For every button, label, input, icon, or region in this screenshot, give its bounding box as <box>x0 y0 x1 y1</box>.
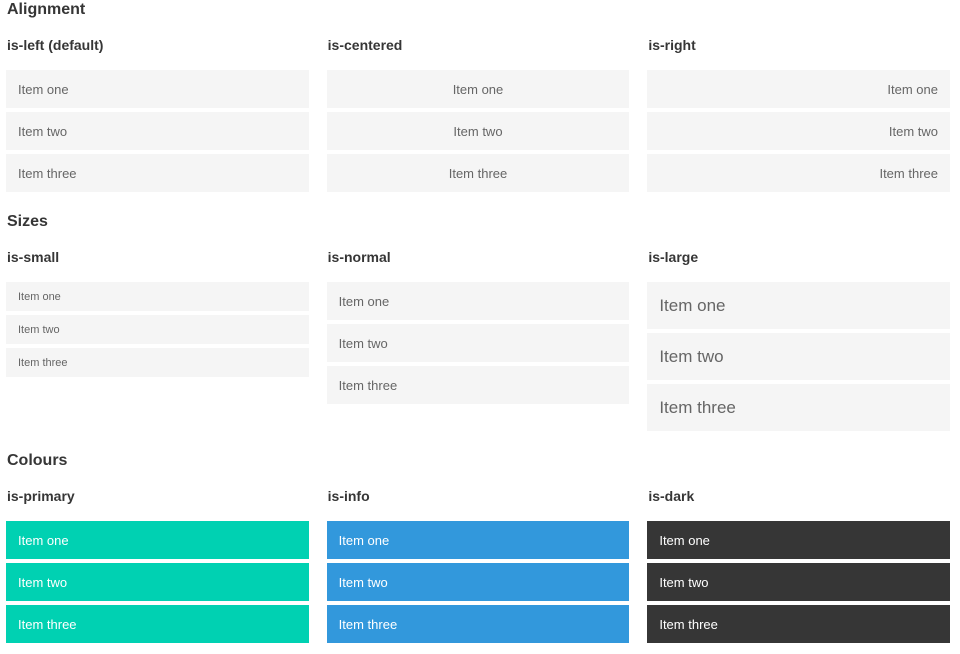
list-item[interactable]: Item two <box>647 563 950 601</box>
list-item[interactable]: Item three <box>6 154 309 192</box>
list-item[interactable]: Item one <box>6 282 309 311</box>
list-item[interactable]: Item one <box>647 521 950 559</box>
list-item[interactable]: Item one <box>6 521 309 559</box>
list-item[interactable]: Item two <box>326 112 630 150</box>
list-item[interactable]: Item one <box>326 282 630 320</box>
group-heading: is-large <box>648 249 699 265</box>
group-heading: is-info <box>327 488 370 504</box>
list-item[interactable]: Item three <box>6 605 309 643</box>
list-is-centered: Item one Item two Item three <box>326 70 630 192</box>
list-is-info: Item one Item two Item three <box>326 521 630 643</box>
list-item[interactable]: Item two <box>6 563 309 601</box>
group-heading: is-centered <box>327 37 403 53</box>
section-colours: Colours is-primary Item one Item two Ite… <box>6 451 950 643</box>
list-item[interactable]: Item one <box>647 70 950 108</box>
list-item[interactable]: Item two <box>647 333 950 380</box>
list-item[interactable]: Item two <box>6 315 309 344</box>
group-is-primary: is-primary Item one Item two Item three <box>6 487 309 643</box>
group-is-normal: is-normal Item one Item two Item three <box>326 248 630 404</box>
list-is-normal: Item one Item two Item three <box>326 282 630 404</box>
list-is-left: Item one Item two Item three <box>6 70 309 192</box>
section-title: Alignment <box>7 1 86 18</box>
list-item[interactable]: Item one <box>326 70 630 108</box>
list-item[interactable]: Item one <box>6 70 309 108</box>
list-item[interactable]: Item three <box>326 154 630 192</box>
group-is-left: is-left (default) Item one Item two Item… <box>6 36 309 192</box>
list-item[interactable]: Item three <box>647 384 950 431</box>
list-item[interactable]: Item three <box>326 605 630 643</box>
group-is-dark: is-dark Item one Item two Item three <box>647 487 950 643</box>
list-item[interactable]: Item three <box>647 154 950 192</box>
group-is-large: is-large Item one Item two Item three <box>647 248 950 431</box>
list-is-large: Item one Item two Item three <box>647 282 950 431</box>
list-is-right: Item one Item two Item three <box>647 70 950 192</box>
group-is-info: is-info Item one Item two Item three <box>326 487 630 643</box>
group-heading: is-left (default) <box>7 37 104 53</box>
list-item[interactable]: Item two <box>326 324 630 362</box>
list-item[interactable]: Item three <box>647 605 950 643</box>
section-title: Sizes <box>7 213 48 230</box>
section-title: Colours <box>7 452 68 469</box>
group-heading: is-normal <box>327 249 391 265</box>
list-item[interactable]: Item one <box>647 282 950 329</box>
list-item[interactable]: Item two <box>326 563 630 601</box>
list-is-primary: Item one Item two Item three <box>6 521 309 643</box>
section-sizes: Sizes is-small Item one Item two Item th… <box>6 212 950 431</box>
group-heading: is-dark <box>648 488 695 504</box>
list-item[interactable]: Item two <box>647 112 950 150</box>
section-alignment: Alignment is-left (default) Item one Ite… <box>6 0 950 192</box>
list-item[interactable]: Item two <box>6 112 309 150</box>
alignment-columns: is-left (default) Item one Item two Item… <box>6 36 950 192</box>
list-is-small: Item one Item two Item three <box>6 282 309 377</box>
list-item[interactable]: Item one <box>326 521 630 559</box>
group-heading: is-right <box>648 37 696 53</box>
colours-columns: is-primary Item one Item two Item three … <box>6 487 950 643</box>
sizes-columns: is-small Item one Item two Item three is… <box>6 248 950 431</box>
group-is-small: is-small Item one Item two Item three <box>6 248 309 377</box>
group-heading: is-primary <box>7 488 75 504</box>
list-item[interactable]: Item three <box>326 366 630 404</box>
group-heading: is-small <box>7 249 60 265</box>
list-item[interactable]: Item three <box>6 348 309 377</box>
list-is-dark: Item one Item two Item three <box>647 521 950 643</box>
group-is-right: is-right Item one Item two Item three <box>647 36 950 192</box>
group-is-centered: is-centered Item one Item two Item three <box>326 36 630 192</box>
